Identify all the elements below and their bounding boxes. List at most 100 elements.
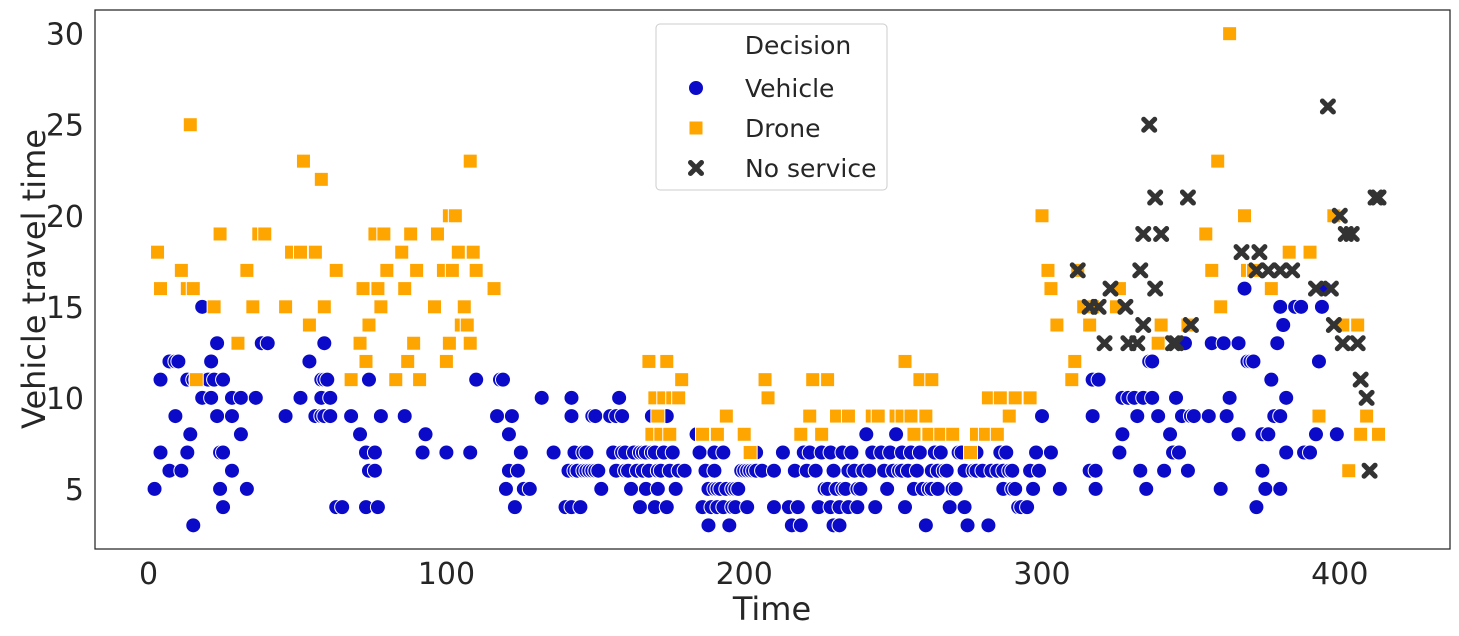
vehicle-point bbox=[911, 444, 928, 461]
drone-point bbox=[426, 299, 442, 315]
drone-point bbox=[462, 335, 478, 351]
vehicle-point bbox=[765, 462, 782, 479]
no-service-point bbox=[1325, 317, 1342, 334]
y-axis-title: Vehicle travel time bbox=[15, 129, 53, 429]
vehicle-point bbox=[462, 444, 479, 461]
vehicle-point bbox=[789, 499, 806, 516]
vehicle-point bbox=[843, 444, 860, 461]
drone-point bbox=[316, 299, 332, 315]
drone-point bbox=[1040, 262, 1056, 278]
no-service-point bbox=[1248, 262, 1265, 279]
vehicle-point bbox=[468, 371, 485, 388]
drone-point bbox=[1043, 281, 1059, 297]
vehicle-point bbox=[1144, 353, 1161, 370]
vehicle-point bbox=[1042, 444, 1059, 461]
vehicle-point bbox=[730, 480, 747, 497]
vehicle-point bbox=[590, 462, 607, 479]
vehicle-point bbox=[1272, 480, 1289, 497]
vehicle-point bbox=[259, 335, 276, 352]
drone-point bbox=[1001, 408, 1017, 424]
no-service-point bbox=[1331, 207, 1348, 224]
y-tick-label: 30 bbox=[46, 18, 84, 53]
drone-point bbox=[1153, 317, 1169, 333]
drone-point bbox=[257, 226, 273, 242]
x-tick-label: 100 bbox=[418, 557, 475, 592]
drone-point bbox=[1222, 26, 1238, 42]
vehicle-point bbox=[1293, 298, 1310, 315]
vehicle-point bbox=[1090, 371, 1107, 388]
drone-point bbox=[989, 426, 1005, 442]
vehicle-point bbox=[223, 408, 240, 425]
drone-point bbox=[1353, 426, 1369, 442]
vehicle-point bbox=[215, 444, 232, 461]
vehicle-point bbox=[322, 408, 339, 425]
drone-point bbox=[230, 335, 246, 351]
no-service-point bbox=[1349, 335, 1366, 352]
vehicle-point bbox=[414, 444, 431, 461]
vehicle-point bbox=[715, 444, 732, 461]
drone-point bbox=[462, 153, 478, 169]
drone-point bbox=[206, 299, 222, 315]
drone-point bbox=[1213, 299, 1229, 315]
drone-point bbox=[358, 353, 374, 369]
vehicle-point bbox=[417, 426, 434, 443]
vehicle-point bbox=[215, 499, 232, 516]
vehicle-point bbox=[167, 408, 184, 425]
vehicle-point bbox=[366, 444, 383, 461]
vehicle-point bbox=[1028, 444, 1045, 461]
vehicle-point bbox=[631, 499, 648, 516]
vehicle-point bbox=[563, 389, 580, 406]
vehicle-point bbox=[322, 389, 339, 406]
vehicle-point bbox=[572, 499, 589, 516]
no-service-point bbox=[1129, 335, 1146, 352]
drone-point bbox=[870, 408, 886, 424]
vehicle-point bbox=[352, 426, 369, 443]
drone-point bbox=[1064, 372, 1080, 388]
no-service-point bbox=[1102, 280, 1119, 297]
drone-point bbox=[1204, 262, 1220, 278]
vehicle-point bbox=[1168, 389, 1185, 406]
vehicle-point bbox=[721, 517, 738, 534]
vehicle-point bbox=[1087, 480, 1104, 497]
drone-point bbox=[429, 226, 445, 242]
legend-entry-drone: Drone bbox=[688, 114, 821, 143]
vehicle-point bbox=[396, 408, 413, 425]
drone-point bbox=[370, 281, 386, 297]
vehicle-point bbox=[1179, 462, 1196, 479]
drone-point bbox=[245, 299, 261, 315]
legend-label-no-service: No service bbox=[745, 154, 877, 183]
vehicle-point bbox=[947, 480, 964, 497]
vehicle-point bbox=[1275, 317, 1292, 334]
drone-point bbox=[400, 353, 416, 369]
vehicle-point bbox=[1129, 408, 1146, 425]
vehicle-point bbox=[316, 335, 333, 352]
y-tick-label: 10 bbox=[46, 382, 84, 417]
drone-point bbox=[709, 426, 725, 442]
vehicle-point bbox=[223, 462, 240, 479]
drone-point bbox=[1210, 153, 1226, 169]
plot-frame bbox=[94, 9, 1451, 550]
drone-point bbox=[1341, 463, 1357, 479]
legend-entry-vehicle: Vehicle bbox=[688, 74, 834, 103]
drone-point bbox=[802, 408, 818, 424]
no-service-point bbox=[1182, 317, 1199, 334]
series-vehicle bbox=[146, 280, 1345, 534]
vehicle-point bbox=[774, 444, 791, 461]
vehicle-point bbox=[173, 462, 190, 479]
vehicle-point bbox=[807, 462, 824, 479]
drone-point bbox=[671, 390, 687, 406]
legend-marker-no-service bbox=[688, 160, 704, 176]
drone-point bbox=[992, 390, 1008, 406]
drone-point bbox=[903, 408, 919, 424]
drone-point bbox=[292, 244, 308, 260]
vehicle-point bbox=[1278, 444, 1295, 461]
drone-point bbox=[379, 262, 395, 278]
vehicle-point bbox=[1245, 353, 1262, 370]
vehicle-point bbox=[512, 444, 529, 461]
vehicle-point bbox=[369, 499, 386, 516]
legend-box bbox=[655, 23, 888, 191]
vehicle-point bbox=[1185, 408, 1202, 425]
y-tick-label: 5 bbox=[65, 473, 84, 508]
vehicle-point bbox=[700, 517, 717, 534]
no-service-point bbox=[1168, 335, 1185, 352]
